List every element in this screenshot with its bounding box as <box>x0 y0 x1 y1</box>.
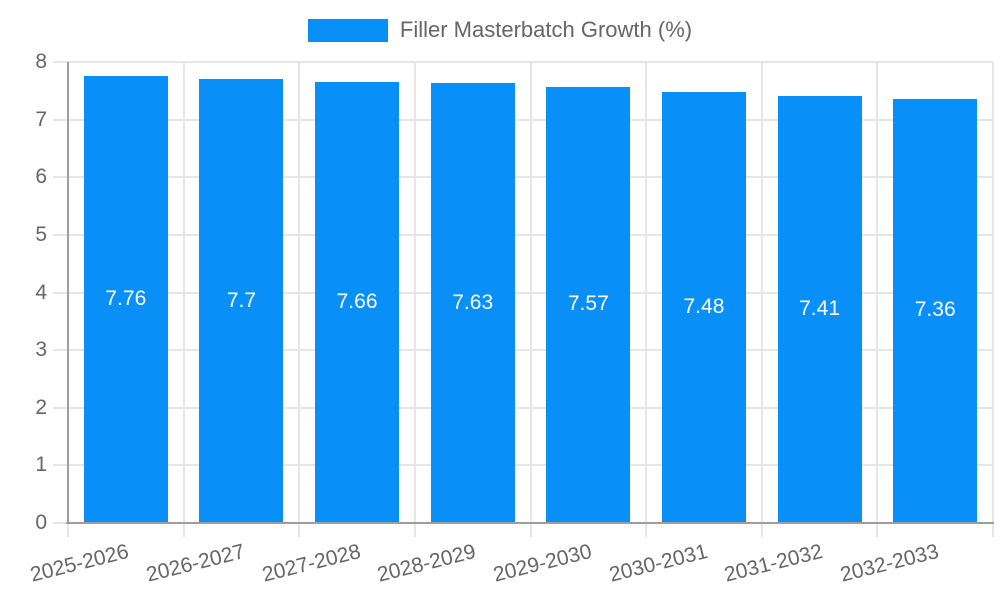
bar[interactable] <box>661 91 746 522</box>
y-axis-tick-label: 3 <box>35 338 47 362</box>
y-axis-line <box>67 62 69 523</box>
y-axis-tick <box>53 233 68 236</box>
y-axis-tick <box>53 522 68 524</box>
x-axis-line <box>66 522 994 524</box>
x-axis-category-label: 2029-2030 <box>490 540 594 587</box>
y-axis-tick-label: 5 <box>35 222 47 246</box>
bar[interactable] <box>199 79 284 522</box>
bar-value-label: 7.41 <box>799 296 840 320</box>
bar[interactable] <box>315 81 400 522</box>
x-axis-tick <box>645 523 648 537</box>
legend-label: Filler Masterbatch Growth (%) <box>399 17 693 42</box>
bar[interactable] <box>430 83 515 522</box>
x-axis-category-label: 2027-2028 <box>259 540 363 587</box>
bar-value-label: 7.48 <box>683 294 725 318</box>
y-axis-tick <box>53 176 68 179</box>
chart-legend[interactable]: Filler Masterbatch Growth (%) <box>0 16 1000 44</box>
x-axis-tick <box>529 523 532 537</box>
bar-value-label: 7.76 <box>105 286 147 310</box>
x-axis-category-label: 2030-2031 <box>606 540 710 587</box>
x-axis-tick <box>992 523 994 537</box>
gridline-vertical <box>298 62 301 523</box>
x-axis-tick <box>760 523 763 537</box>
bar-value-label: 7.36 <box>914 298 956 322</box>
gridline-vertical <box>645 62 648 523</box>
x-axis-tick <box>182 523 185 537</box>
x-axis-tick <box>876 523 879 537</box>
gridline-vertical <box>992 62 994 523</box>
y-axis-tick-label: 7 <box>35 107 47 131</box>
gridline-vertical <box>876 62 879 523</box>
bar-value-label: 7.57 <box>567 292 609 316</box>
y-axis-tick-label: 1 <box>35 453 47 477</box>
bar[interactable] <box>546 86 631 522</box>
x-axis-category-label: 2031-2032 <box>722 540 826 587</box>
gridline-vertical <box>413 62 416 523</box>
x-axis-category-label: 2028-2029 <box>375 540 479 587</box>
y-axis-tick-label: 4 <box>35 280 47 304</box>
y-axis-tick <box>53 291 68 294</box>
y-axis-tick-label: 8 <box>35 50 47 73</box>
x-axis-tick <box>67 523 69 537</box>
x-axis-category-label: 2025-2026 <box>28 540 132 587</box>
y-axis-tick <box>53 406 68 409</box>
y-axis-tick <box>53 349 68 352</box>
bar[interactable] <box>777 95 862 522</box>
x-axis-category-label: 2032-2033 <box>837 540 941 587</box>
bar-value-label: 7.7 <box>226 288 257 312</box>
x-axis-category-label: 2026-2027 <box>143 540 248 587</box>
gridline-vertical <box>760 62 763 523</box>
gridline-vertical <box>182 62 185 523</box>
y-axis-tick-label: 0 <box>35 511 47 534</box>
bar[interactable] <box>83 75 168 522</box>
x-axis-tick <box>413 523 416 537</box>
y-axis-tick-label: 2 <box>35 395 47 419</box>
y-axis-tick-label: 6 <box>35 165 47 189</box>
legend-swatch <box>307 18 388 42</box>
y-axis-tick <box>53 61 68 63</box>
bar-value-label: 7.66 <box>336 289 378 313</box>
x-axis-tick <box>298 523 301 537</box>
gridline-vertical <box>529 62 532 523</box>
y-axis-tick <box>53 464 68 467</box>
bar-value-label: 7.63 <box>452 290 494 314</box>
bar[interactable] <box>893 98 978 522</box>
y-axis-tick <box>53 118 68 121</box>
